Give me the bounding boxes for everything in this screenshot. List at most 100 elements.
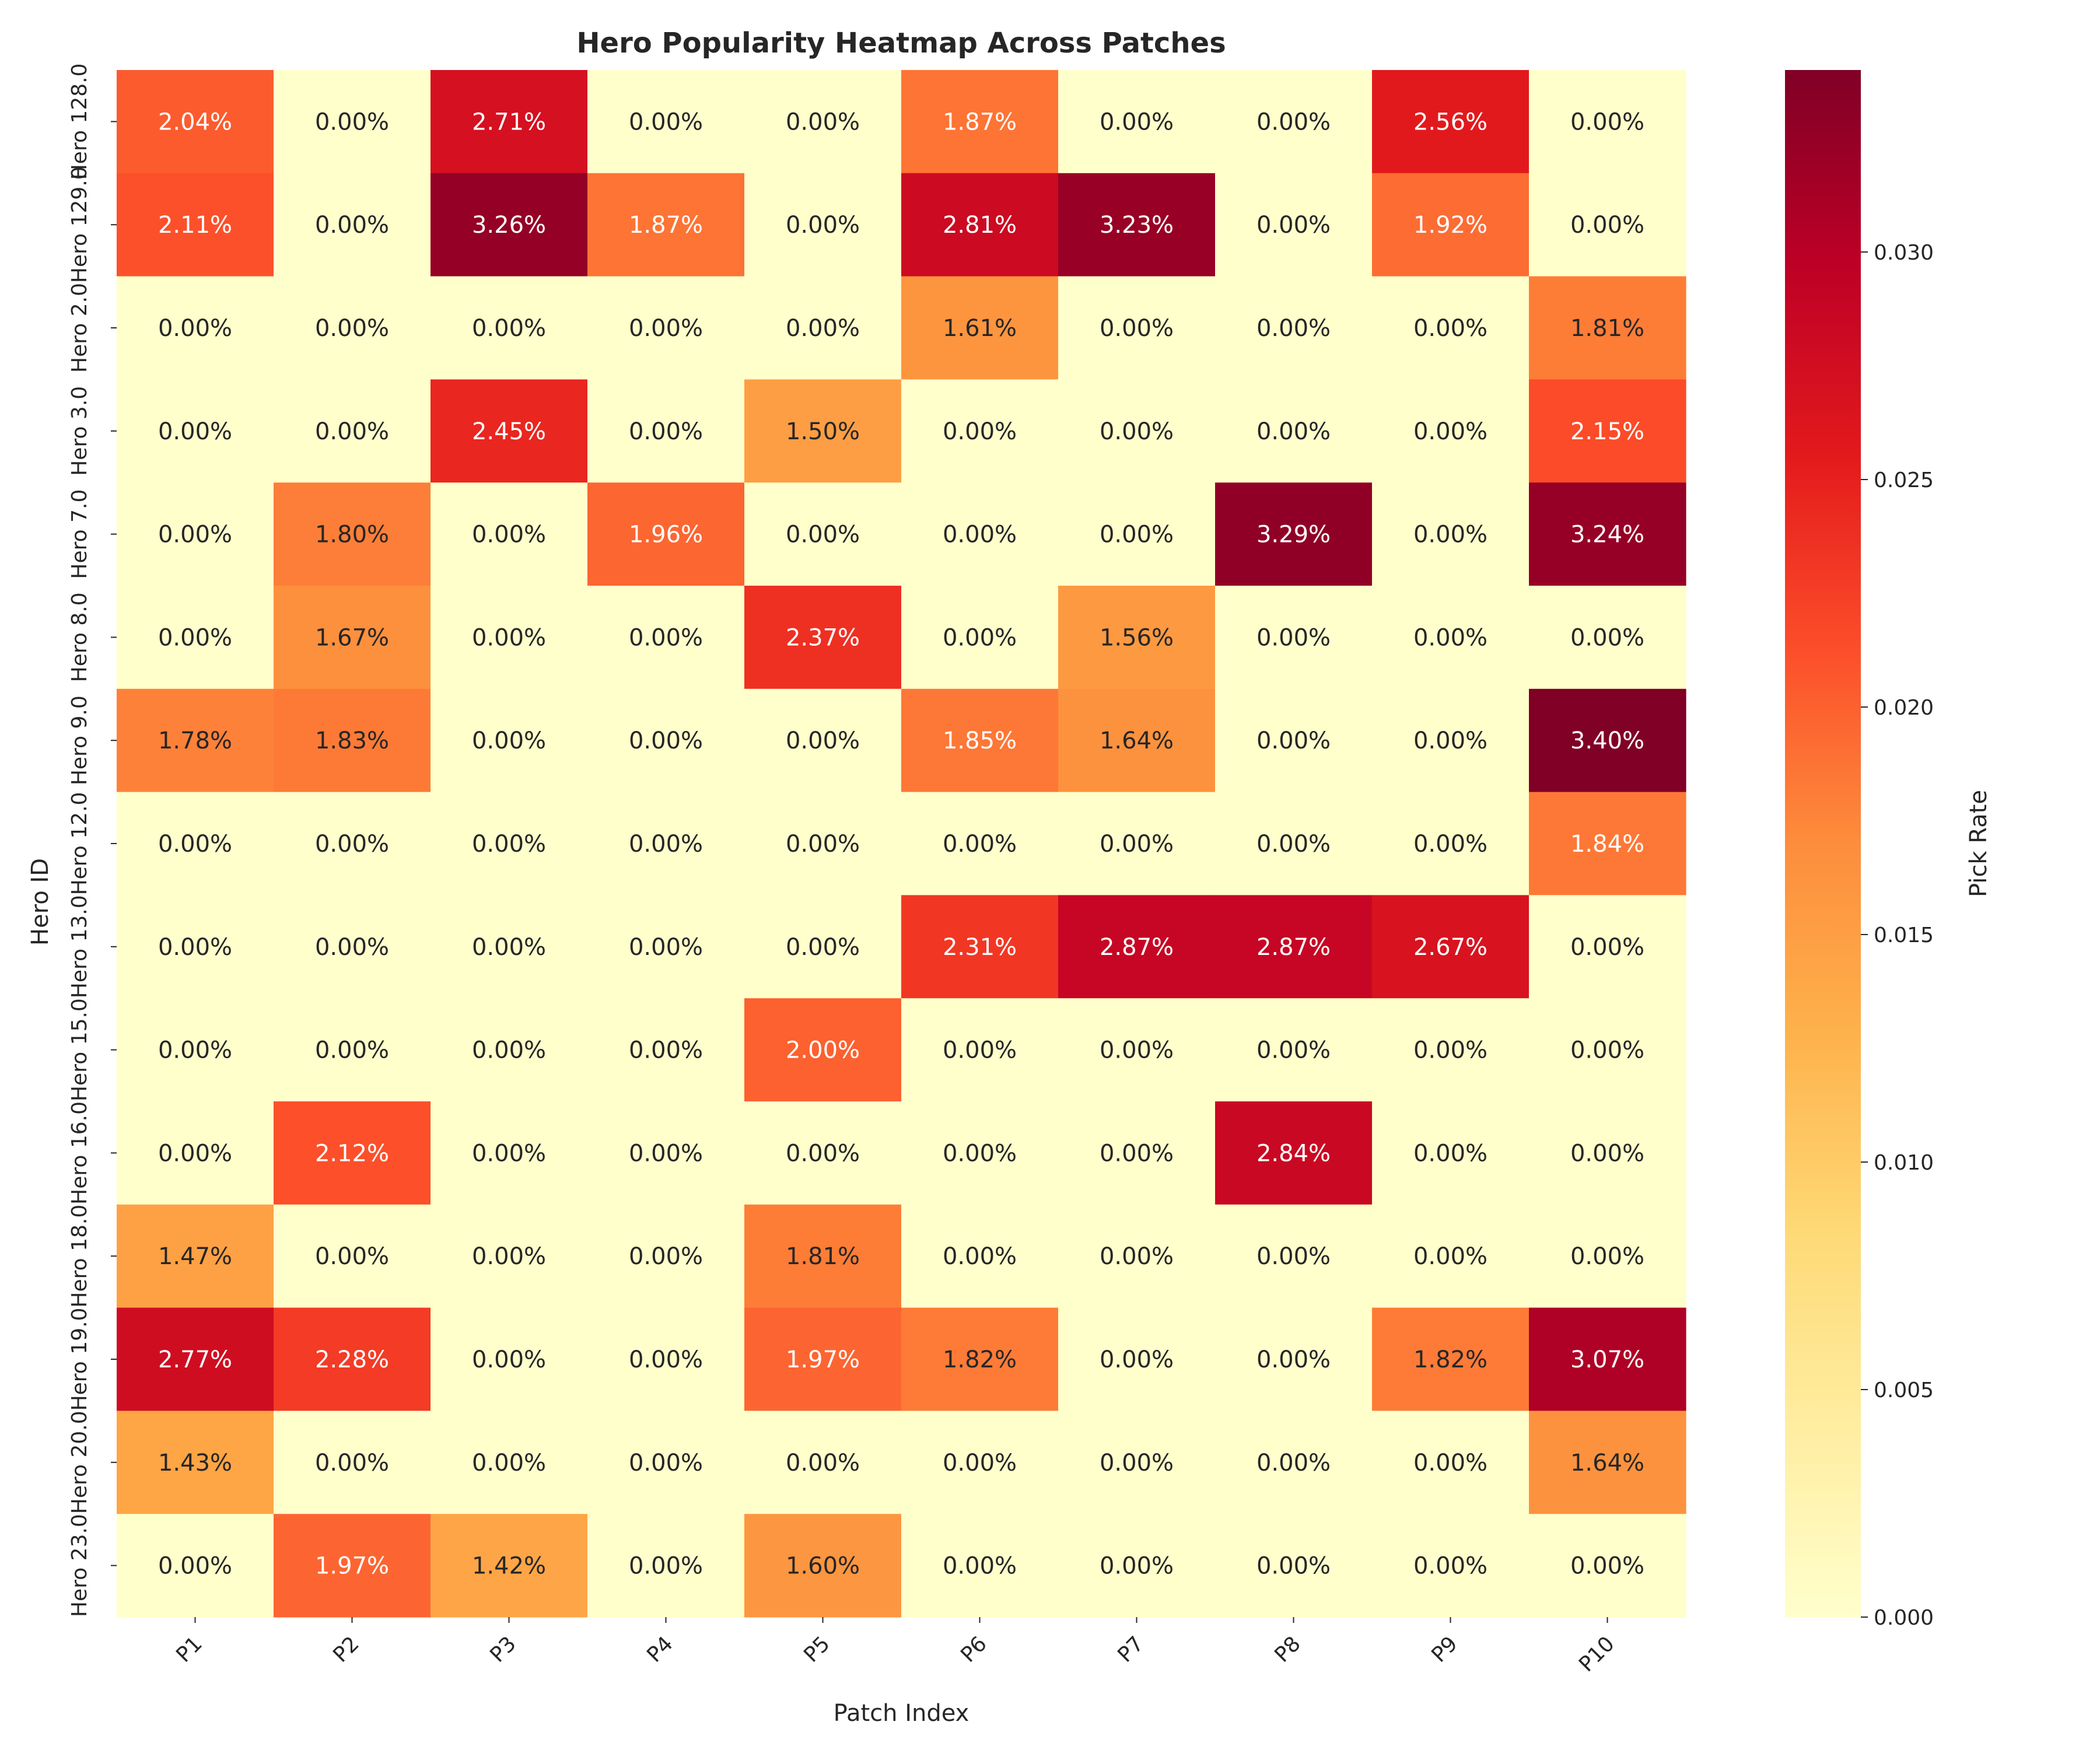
heatmap-cell	[1372, 792, 1530, 895]
heatmap-cell	[1058, 482, 1216, 586]
heatmap-cell	[1058, 276, 1216, 380]
cell-value-label: 1.50%	[786, 418, 860, 445]
heatmap-cell	[587, 1204, 745, 1308]
cell-value-label: 0.00%	[158, 624, 232, 651]
y-tick-label: Hero 19.0	[68, 1308, 92, 1411]
heatmap-cells	[117, 70, 1686, 1618]
y-tick-label: Hero 8.0	[68, 592, 92, 682]
cell-value-label: 0.00%	[943, 522, 1017, 548]
heatmap-cell	[430, 379, 588, 483]
cell-value-label: 0.00%	[315, 1037, 389, 1064]
cell-value-label: 0.00%	[1413, 1243, 1488, 1270]
heatmap-cell	[1058, 70, 1216, 174]
heatmap-cell	[1372, 998, 1530, 1102]
heatmap-cell	[274, 276, 431, 380]
cell-value-label: 0.00%	[1570, 212, 1644, 239]
heatmap-cell	[274, 792, 431, 895]
heatmap-cell	[1372, 173, 1530, 277]
cell-value-label: 0.00%	[1100, 315, 1174, 342]
cell-value-label: 3.23%	[1100, 212, 1174, 239]
cell-value-label: 0.00%	[1570, 1243, 1644, 1270]
heatmap-cell	[1215, 1204, 1373, 1308]
cell-value-label: 0.00%	[1570, 624, 1644, 651]
heatmap-cell	[430, 173, 588, 277]
cell-value-label: 0.00%	[1570, 1553, 1644, 1580]
heatmap-cell	[901, 895, 1059, 999]
colorbar-ticks: 0.000 0.005 0.010 0.015 0.020 0.025 0.030	[1861, 241, 1934, 1630]
heatmap-cell	[117, 482, 274, 586]
colorbar-tick-label: 0.005	[1874, 1378, 1934, 1402]
cell-value-label: 2.77%	[158, 1346, 232, 1373]
cell-value-label: 0.00%	[943, 1450, 1017, 1476]
heatmap-cell	[117, 895, 274, 999]
heatmap-cell	[274, 586, 431, 690]
cell-value-label: 0.00%	[1256, 109, 1331, 135]
cell-value-label: 2.15%	[1570, 418, 1644, 445]
heatmap-cell	[1529, 895, 1686, 999]
colorbar-tick-label: 0.000	[1874, 1606, 1934, 1630]
heatmap-cell	[430, 998, 588, 1102]
y-axis-label: Hero ID	[27, 858, 54, 946]
cell-value-label: 0.00%	[629, 831, 703, 858]
cell-value-label: 1.80%	[315, 522, 389, 548]
cell-value-label: 0.00%	[1413, 1037, 1488, 1064]
cell-value-label: 0.00%	[315, 315, 389, 342]
cell-value-label: 1.42%	[472, 1553, 546, 1580]
heatmap-cell	[744, 895, 902, 999]
cell-value-label: 1.84%	[1570, 831, 1644, 858]
heatmap-cell	[274, 173, 431, 277]
heatmap-cell	[1372, 1101, 1530, 1205]
cell-value-label: 0.00%	[1570, 934, 1644, 961]
heatmap-cell	[744, 688, 902, 793]
cell-value-label: 0.00%	[629, 1140, 703, 1167]
heatmap-cell	[117, 1514, 274, 1618]
cell-value-label: 2.00%	[786, 1037, 860, 1064]
heatmap-cell	[744, 792, 902, 895]
y-tick-label: Hero 128.0	[68, 64, 92, 180]
cell-value-label: 0.00%	[315, 418, 389, 445]
cell-value-label: 0.00%	[472, 1037, 546, 1064]
cell-value-label: 1.97%	[786, 1346, 860, 1373]
cell-value-label: 0.00%	[629, 624, 703, 651]
heatmap-cell	[274, 1514, 431, 1618]
heatmap-cell	[117, 1307, 274, 1411]
cell-value-label: 0.00%	[1100, 109, 1174, 135]
cell-value-label: 1.82%	[1413, 1346, 1488, 1373]
cell-value-label: 1.81%	[1570, 315, 1644, 342]
colorbar-tick-label: 0.010	[1874, 1151, 1934, 1175]
heatmap-cell	[587, 70, 745, 174]
heatmap-cell	[1529, 1514, 1686, 1618]
heatmap-cell	[901, 276, 1059, 380]
heatmap-cell	[1215, 1101, 1373, 1205]
heatmap-cell	[901, 792, 1059, 895]
cell-value-label: 0.00%	[1413, 522, 1488, 548]
heatmap-cell	[587, 586, 745, 690]
cell-value-label: 2.12%	[315, 1140, 389, 1167]
heatmap-cell	[1215, 1411, 1373, 1514]
heatmap-cell	[1529, 998, 1686, 1102]
heatmap-cell	[1529, 688, 1686, 793]
heatmap-cell	[274, 70, 431, 174]
heatmap-cell	[1215, 792, 1373, 895]
heatmap-cell	[901, 998, 1059, 1102]
cell-value-label: 0.00%	[1100, 1450, 1174, 1476]
heatmap-cell	[1529, 173, 1686, 277]
heatmap-cell	[1058, 1204, 1216, 1308]
cell-value-label: 0.00%	[1256, 1037, 1331, 1064]
heatmap-cell	[744, 1307, 902, 1411]
cell-value-label: 0.00%	[1256, 212, 1331, 239]
cell-value-label: 1.96%	[629, 522, 703, 548]
cell-value-label: 1.60%	[786, 1553, 860, 1580]
heatmap-cell	[901, 173, 1059, 277]
heatmap-cell	[1058, 173, 1216, 277]
cell-value-label: 0.00%	[1256, 831, 1331, 858]
cell-value-label: 1.64%	[1100, 727, 1174, 754]
heatmap-cell	[1372, 688, 1530, 793]
cell-value-label: 2.31%	[943, 934, 1017, 961]
cell-value-label: 0.00%	[1100, 1346, 1174, 1373]
heatmap-cell	[901, 70, 1059, 174]
heatmap-cell	[274, 1307, 431, 1411]
cell-value-label: 1.78%	[158, 727, 232, 754]
y-tick-label: Hero 23.0	[68, 1514, 92, 1617]
colorbar-tick-label: 0.030	[1874, 241, 1934, 265]
